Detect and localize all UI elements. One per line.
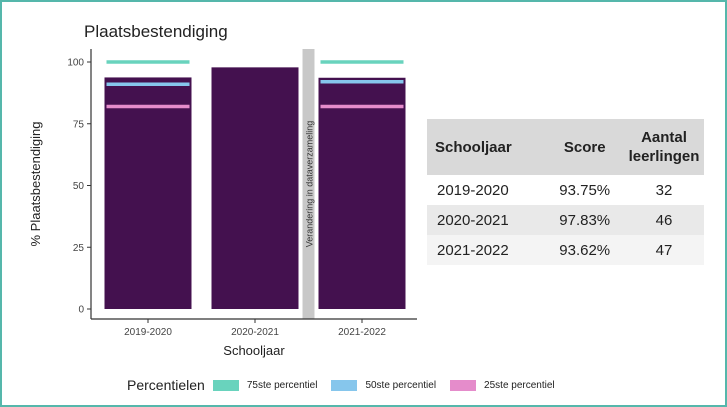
x-axis-title: Schooljaar <box>223 343 285 358</box>
cell-score: 93.62% <box>545 235 624 265</box>
legend-label-50: 50ste percentiel <box>365 379 437 391</box>
x-tick-label-2020-2021: 2020-2021 <box>231 327 279 338</box>
y-axis-title: % Plaatsbestendiging <box>28 121 43 246</box>
header-schooljaar: Schooljaar <box>427 119 546 175</box>
data-change-strip <box>302 49 315 319</box>
x-tick-label-2019-2020: 2019-2020 <box>124 327 172 338</box>
legend-swatch-75 <box>212 379 239 391</box>
score-table: Schooljaar Score Aantal leerlingen 2019-… <box>427 119 704 265</box>
legend-title: Percentielen <box>127 377 205 393</box>
cell-schooljaar: 2021-2022 <box>427 235 546 265</box>
cell-score: 97.83% <box>545 205 624 235</box>
table-row: 2021-2022 93.62% 47 <box>427 235 704 265</box>
y-tick-label-100: 100 <box>67 58 84 69</box>
legend: Percentielen 75ste percentiel 50ste perc… <box>127 377 569 393</box>
cell-aantal: 47 <box>624 235 704 265</box>
y-tick-label-25: 25 <box>73 243 85 254</box>
bar-2021-2022 <box>318 77 406 309</box>
x-tick-label-2021-2022: 2021-2022 <box>338 327 386 338</box>
legend-swatch-25 <box>450 379 477 391</box>
table-row: 2020-2021 97.83% 46 <box>427 205 704 235</box>
table-row: 2019-2020 93.75% 32 <box>427 175 704 205</box>
legend-label-75: 75ste percentiel <box>246 379 318 391</box>
bars-layer <box>104 67 406 310</box>
percentile-marks-layer <box>106 60 404 109</box>
cell-score: 93.75% <box>545 175 624 205</box>
y-tick-label-75: 75 <box>73 119 85 130</box>
bar-2019-2020 <box>104 77 192 309</box>
annotation-layer: Verandering in dataverzameling <box>302 49 315 319</box>
cell-schooljaar: 2019-2020 <box>427 175 546 205</box>
cell-aantal: 46 <box>624 205 704 235</box>
y-tick-label-0: 0 <box>78 305 84 316</box>
cell-schooljaar: 2020-2021 <box>427 205 546 235</box>
y-tick-label-50: 50 <box>73 181 85 192</box>
header-aantal-leerlingen: Aantal leerlingen <box>624 119 704 175</box>
legend-label-25: 25ste percentiel <box>484 379 555 391</box>
legend-swatch-50 <box>331 379 358 391</box>
axis-layer: 0 25 50 75 100 2019-2020 2020-2021 2021-2022 Sch… <box>28 49 417 358</box>
cell-aantal: 32 <box>624 175 704 205</box>
header-score: Score <box>545 119 624 175</box>
chart-title: Plaatsbestendiging <box>84 22 228 41</box>
table-header-row: Schooljaar Score Aantal leerlingen <box>427 119 704 175</box>
bar-2020-2021 <box>211 67 299 310</box>
data-change-label: Verandering in dataverzameling <box>305 121 315 248</box>
